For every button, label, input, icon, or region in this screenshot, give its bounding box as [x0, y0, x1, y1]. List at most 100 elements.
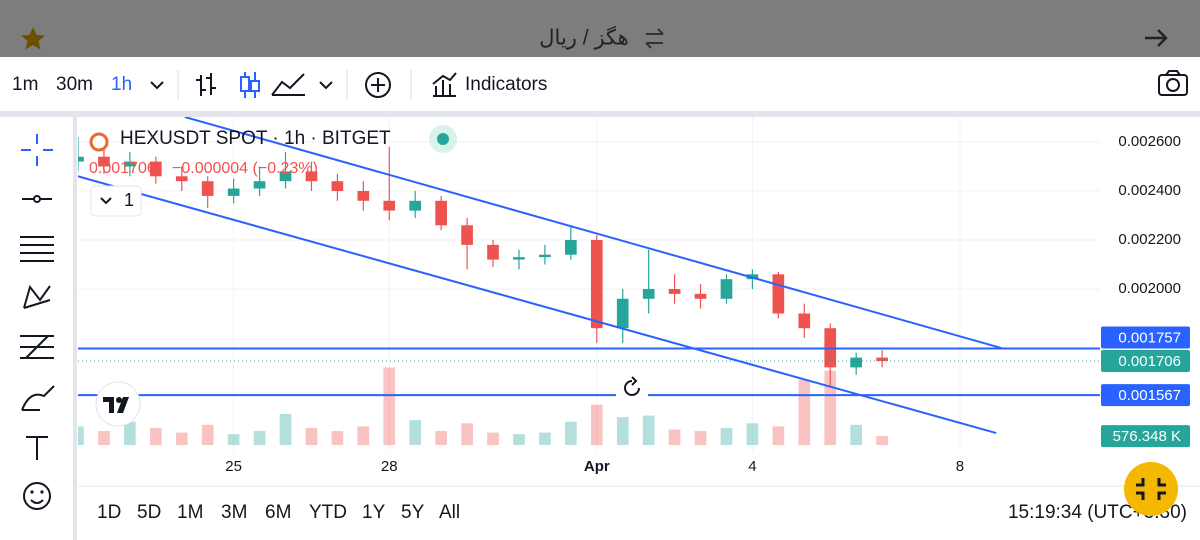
range-button[interactable]: 5D [137, 502, 161, 523]
indicator-count: 1 [124, 190, 134, 210]
y-tick-label: 0.002000 [1118, 280, 1181, 297]
drawing-toolbar [0, 117, 73, 540]
candle-body [383, 200, 396, 211]
volume-bar [590, 404, 603, 445]
bars-icon[interactable] [196, 73, 216, 96]
indicators-button[interactable]: Indicators [465, 74, 547, 95]
line-price-tag: 0.001567 [1118, 387, 1181, 404]
compare-button[interactable] [365, 72, 391, 98]
trend-line [78, 175, 997, 435]
candle-body [513, 257, 525, 260]
candle-body [409, 200, 422, 211]
candle-body [772, 274, 785, 314]
volume-bar [279, 414, 292, 445]
range-button[interactable]: YTD [309, 502, 347, 523]
y-tick-label: 0.002400 [1118, 182, 1181, 199]
pattern-tool[interactable] [23, 284, 51, 309]
volume-bar [824, 370, 837, 445]
volume-bar [98, 431, 110, 445]
x-tick-label: 4 [748, 458, 756, 475]
volume-bar [565, 421, 577, 445]
dropdown[interactable] [150, 81, 164, 90]
candle-body [850, 357, 863, 368]
candle-body [357, 190, 370, 201]
range-button[interactable]: 5Y [401, 502, 425, 523]
dropdown[interactable] [319, 81, 333, 90]
interval[interactable]: 1h [111, 74, 132, 95]
candles-icon[interactable] [240, 72, 260, 98]
trend-line [184, 117, 1002, 350]
pair-title: هگز / ریال [539, 26, 628, 51]
x-tick-label: 28 [381, 458, 398, 475]
volume-bar [227, 434, 240, 445]
volume-bar [539, 432, 551, 445]
chart-overlay: 0.001757 0.001706 0.001567 576.348 K [1101, 326, 1190, 448]
text-tool[interactable] [26, 436, 48, 460]
volume-bar [798, 379, 811, 445]
range-button[interactable]: 1M [177, 502, 203, 523]
fullscreen-button[interactable] [1124, 462, 1178, 516]
candle-body [565, 239, 577, 255]
volume-bar [149, 427, 162, 445]
chart: 25 28 Apr 4 8 0.002600 0.002400 0.002200 0.00200… [78, 117, 1181, 475]
range-button[interactable]: 6M [265, 502, 291, 523]
range-button[interactable]: 3M [221, 502, 247, 523]
x-tick-label: Apr [584, 458, 610, 475]
volume-bar [772, 426, 785, 445]
volume-bar [383, 367, 396, 445]
volume-bar [409, 420, 422, 445]
interval[interactable]: 1m [12, 74, 38, 95]
volume-bar [78, 426, 84, 445]
line-tool[interactable] [22, 195, 52, 203]
area-icon[interactable] [271, 73, 305, 96]
collapse-button[interactable] [90, 185, 142, 217]
interval[interactable]: 30m [56, 74, 93, 95]
volume-bar [124, 421, 136, 445]
candle-body [590, 239, 603, 329]
swap-icon[interactable] [645, 28, 664, 49]
candle-body [694, 293, 707, 299]
candle-body [149, 161, 162, 177]
volume-tag: 576.348 K [1113, 428, 1181, 445]
crosshair-tool[interactable] [21, 134, 53, 166]
line-price-tag-bg [1101, 326, 1190, 349]
volume-bar [487, 432, 499, 445]
fib-tool[interactable] [20, 236, 54, 262]
candle-body [201, 181, 214, 196]
prediction-tool[interactable] [20, 335, 54, 359]
last-price-tag: 0.001706 [1118, 353, 1181, 370]
indicators-icon[interactable] [432, 72, 457, 97]
volume-bar [850, 424, 863, 445]
last-price: 0.001706 [89, 160, 156, 177]
volume-bar [253, 431, 266, 445]
x-tick-label: 25 [225, 458, 242, 475]
toolbar [0, 57, 1200, 111]
volume-bar [357, 426, 370, 445]
y-tick-label: 0.002600 [1118, 133, 1181, 150]
favorite-star[interactable] [21, 27, 45, 50]
range-button[interactable]: 1D [97, 502, 121, 523]
screenshot-button[interactable] [1158, 70, 1188, 96]
candle-body [616, 298, 629, 329]
candle-body [305, 171, 318, 182]
emoji-tool[interactable] [23, 482, 51, 510]
forward-arrow[interactable] [1145, 29, 1168, 47]
reset-button[interactable] [616, 372, 648, 404]
range-button[interactable]: All [439, 502, 460, 523]
candle-body [253, 181, 266, 189]
symbol-logo [89, 132, 109, 152]
candle-body [487, 244, 499, 260]
candle-body [642, 288, 655, 299]
range-button[interactable]: 1Y [362, 502, 386, 523]
volume-tag-bg [1101, 425, 1190, 448]
y-tick-label: 0.002200 [1118, 231, 1181, 248]
last-price-tag-bg [1101, 350, 1190, 373]
volume-bar [175, 432, 188, 445]
chart-title: HEXUSDT SPOT · 1h · BITGET [120, 128, 391, 149]
volume-bar [201, 424, 214, 445]
divider [0, 111, 1200, 117]
candle-body [331, 181, 344, 191]
brush-tool[interactable] [21, 385, 55, 411]
tradingview-logo[interactable] [95, 381, 141, 427]
candle-body [279, 171, 292, 182]
